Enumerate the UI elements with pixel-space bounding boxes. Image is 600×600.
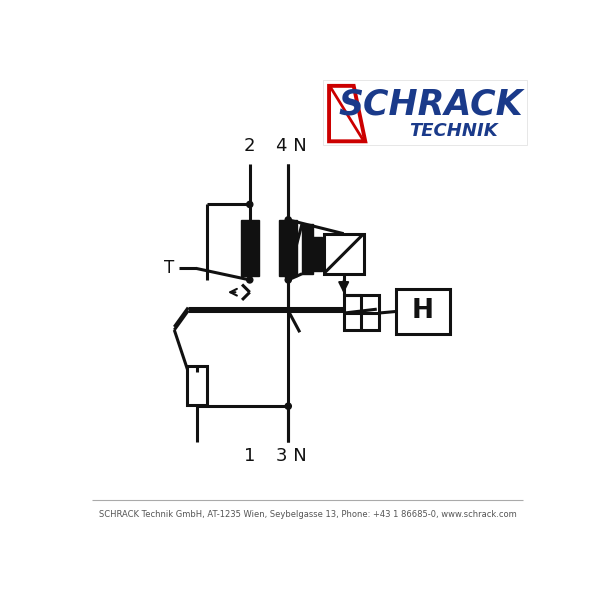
Circle shape	[247, 277, 253, 283]
Bar	[323, 233, 364, 274]
Circle shape	[285, 217, 292, 223]
Circle shape	[285, 277, 292, 283]
Circle shape	[247, 202, 253, 208]
Circle shape	[285, 403, 292, 409]
Text: TECHNIK: TECHNIK	[409, 122, 498, 140]
Text: SCHRACK: SCHRACK	[338, 88, 523, 121]
Bar	[241, 220, 259, 276]
Bar	[396, 289, 450, 334]
Bar	[307, 237, 322, 271]
Circle shape	[285, 273, 292, 279]
Text: 2: 2	[244, 137, 256, 155]
Bar	[279, 220, 298, 276]
Bar	[323, 80, 527, 145]
Text: T: T	[164, 259, 174, 277]
Text: H: H	[412, 298, 434, 325]
Bar	[187, 366, 206, 404]
Polygon shape	[329, 86, 365, 141]
Text: 1: 1	[244, 447, 256, 465]
Text: 4 N: 4 N	[276, 137, 307, 155]
Bar	[302, 224, 313, 274]
Text: SCHRACK Technik GmbH, AT-1235 Wien, Seybelgasse 13, Phone: +43 1 86685-0, www.sc: SCHRACK Technik GmbH, AT-1235 Wien, Seyb…	[98, 510, 517, 519]
Bar	[344, 295, 379, 330]
Text: 3 N: 3 N	[276, 447, 307, 465]
